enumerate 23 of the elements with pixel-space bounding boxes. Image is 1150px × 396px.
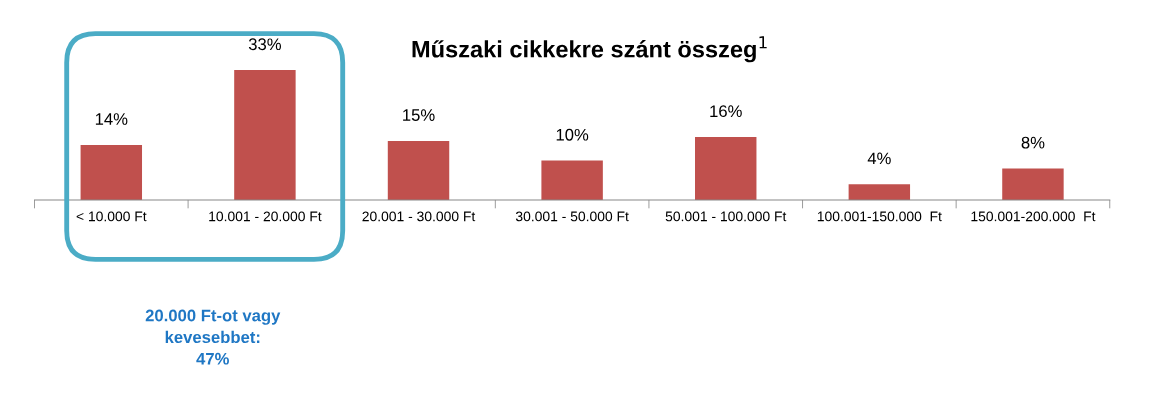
x-tick-label: 150.001-200.000 Ft — [971, 211, 1096, 222]
x-tick-label: 10.001 - 20.000 Ft — [209, 211, 322, 222]
data-label: 33% — [248, 38, 281, 51]
x-tick-label: 20.001 - 30.000 Ft — [362, 211, 476, 222]
data-label: 15% — [403, 109, 435, 121]
bar — [541, 160, 603, 200]
chart-title: Műszaki cikkekre szánt összeg$^{1}$ — [412, 36, 767, 63]
data-label: 8% — [1021, 136, 1045, 149]
bar — [848, 184, 911, 200]
bar — [695, 137, 757, 200]
data-label: 10% — [556, 128, 589, 141]
x-tick-label: 100.001-150.000 Ft — [817, 211, 942, 222]
bar — [234, 70, 296, 200]
bar — [80, 144, 143, 200]
data-label: 14% — [95, 113, 128, 125]
data-label: 4% — [867, 152, 891, 165]
text: 20.000 Ft-ot vagy kevesebbet: 47% — [145, 309, 281, 365]
bar — [1002, 168, 1064, 200]
x-tick-label: 30.001 - 50.000 Ft — [515, 211, 629, 222]
data-label: 16% — [710, 105, 742, 118]
x-tick-label: < 10.000 Ft — [76, 211, 147, 222]
bar — [387, 140, 450, 200]
x-tick-label: 50.001 - 100.000 Ft — [665, 211, 787, 222]
